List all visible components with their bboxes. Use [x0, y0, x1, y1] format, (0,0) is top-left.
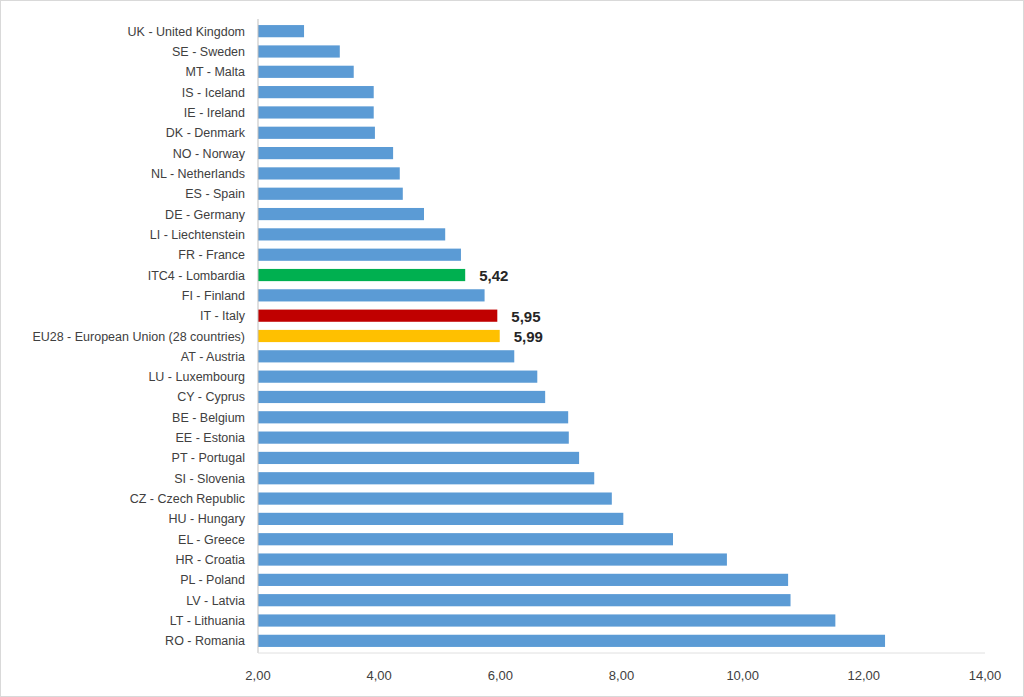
category-label: EE - Estonia: [176, 431, 246, 445]
bar: [258, 635, 885, 647]
category-label: AT - Austria: [181, 350, 245, 364]
bar: [258, 533, 673, 545]
category-label: NL - Netherlands: [151, 167, 245, 181]
bar: [258, 492, 612, 504]
tick-label: 10,00: [726, 668, 759, 683]
bar: [258, 127, 375, 139]
chart: UK - United Kingdom SE - Sweden MT - Malta…: [0, 0, 1024, 697]
bar: [258, 371, 537, 383]
category-label: HR - Croatia: [176, 553, 246, 567]
bar: [258, 594, 791, 606]
chart-border: [1, 1, 1024, 697]
category-label: MT - Malta: [186, 65, 246, 79]
data-label: 5,99: [514, 328, 543, 345]
data-label: 5,42: [479, 267, 508, 284]
bars: [258, 25, 885, 647]
category-label: NO - Norway: [173, 147, 246, 161]
bar: [258, 310, 497, 322]
tick-label: 2,00: [245, 668, 270, 683]
bar: [258, 25, 304, 37]
bar: [258, 228, 445, 240]
category-label: IS - Iceland: [182, 86, 245, 100]
category-label: BE - Belgium: [172, 411, 245, 425]
category-label: DE - Germany: [165, 208, 246, 222]
bar: [258, 432, 569, 444]
bar: [258, 452, 579, 464]
bar: [258, 411, 568, 423]
category-label: LV - Latvia: [186, 594, 245, 608]
category-label: RO - Romania: [165, 634, 245, 648]
bar: [258, 86, 374, 98]
bar: [258, 45, 340, 57]
bar: [258, 574, 788, 586]
bar: [258, 269, 465, 281]
bar: [258, 167, 400, 179]
tick-label: 14,00: [969, 668, 1002, 683]
bar: [258, 614, 835, 626]
category-label: LI - Liechtenstein: [150, 228, 245, 242]
tick-label: 6,00: [488, 668, 513, 683]
category-label: CZ - Czech Republic: [130, 492, 245, 506]
category-label: UK - United Kingdom: [128, 25, 245, 39]
y-axis: [258, 19, 259, 653]
bar: [258, 249, 461, 261]
category-label: PT - Portugal: [172, 451, 245, 465]
bar: [258, 208, 424, 220]
category-label: LT - Lithuania: [170, 614, 245, 628]
category-label: FR - France: [178, 248, 245, 262]
category-label: EL - Greece: [178, 533, 245, 547]
bar: [258, 289, 485, 301]
bar: [258, 106, 374, 118]
category-label: SI - Slovenia: [174, 472, 245, 486]
bar: [258, 391, 545, 403]
data-label: 5,95: [511, 308, 540, 325]
tick-label: 4,00: [367, 668, 392, 683]
x-axis: [258, 653, 985, 654]
category-label: LU - Luxembourg: [148, 370, 245, 384]
bar: [258, 188, 403, 200]
category-label: ES - Spain: [185, 187, 245, 201]
tick-label: 8,00: [609, 668, 634, 683]
category-label: IE - Ireland: [184, 106, 245, 120]
bar: [258, 350, 514, 362]
bar: [258, 513, 623, 525]
category-label: CY - Cyprus: [177, 390, 245, 404]
bar: [258, 330, 500, 342]
category-label: FI - Finland: [182, 289, 245, 303]
category-label: ITC4 - Lombardia: [148, 269, 245, 283]
bar: [258, 472, 594, 484]
bar: [258, 147, 393, 159]
bar: [258, 553, 727, 565]
category-label: PL - Poland: [180, 573, 245, 587]
bar: [258, 66, 354, 78]
category-label: SE - Sweden: [172, 45, 245, 59]
category-label: EU28 - European Union (28 countries): [32, 330, 245, 344]
category-label: IT - Italy: [200, 309, 246, 323]
category-label: HU - Hungary: [169, 512, 246, 526]
tick-label: 12,00: [848, 668, 881, 683]
category-label: DK - Denmark: [166, 126, 246, 140]
